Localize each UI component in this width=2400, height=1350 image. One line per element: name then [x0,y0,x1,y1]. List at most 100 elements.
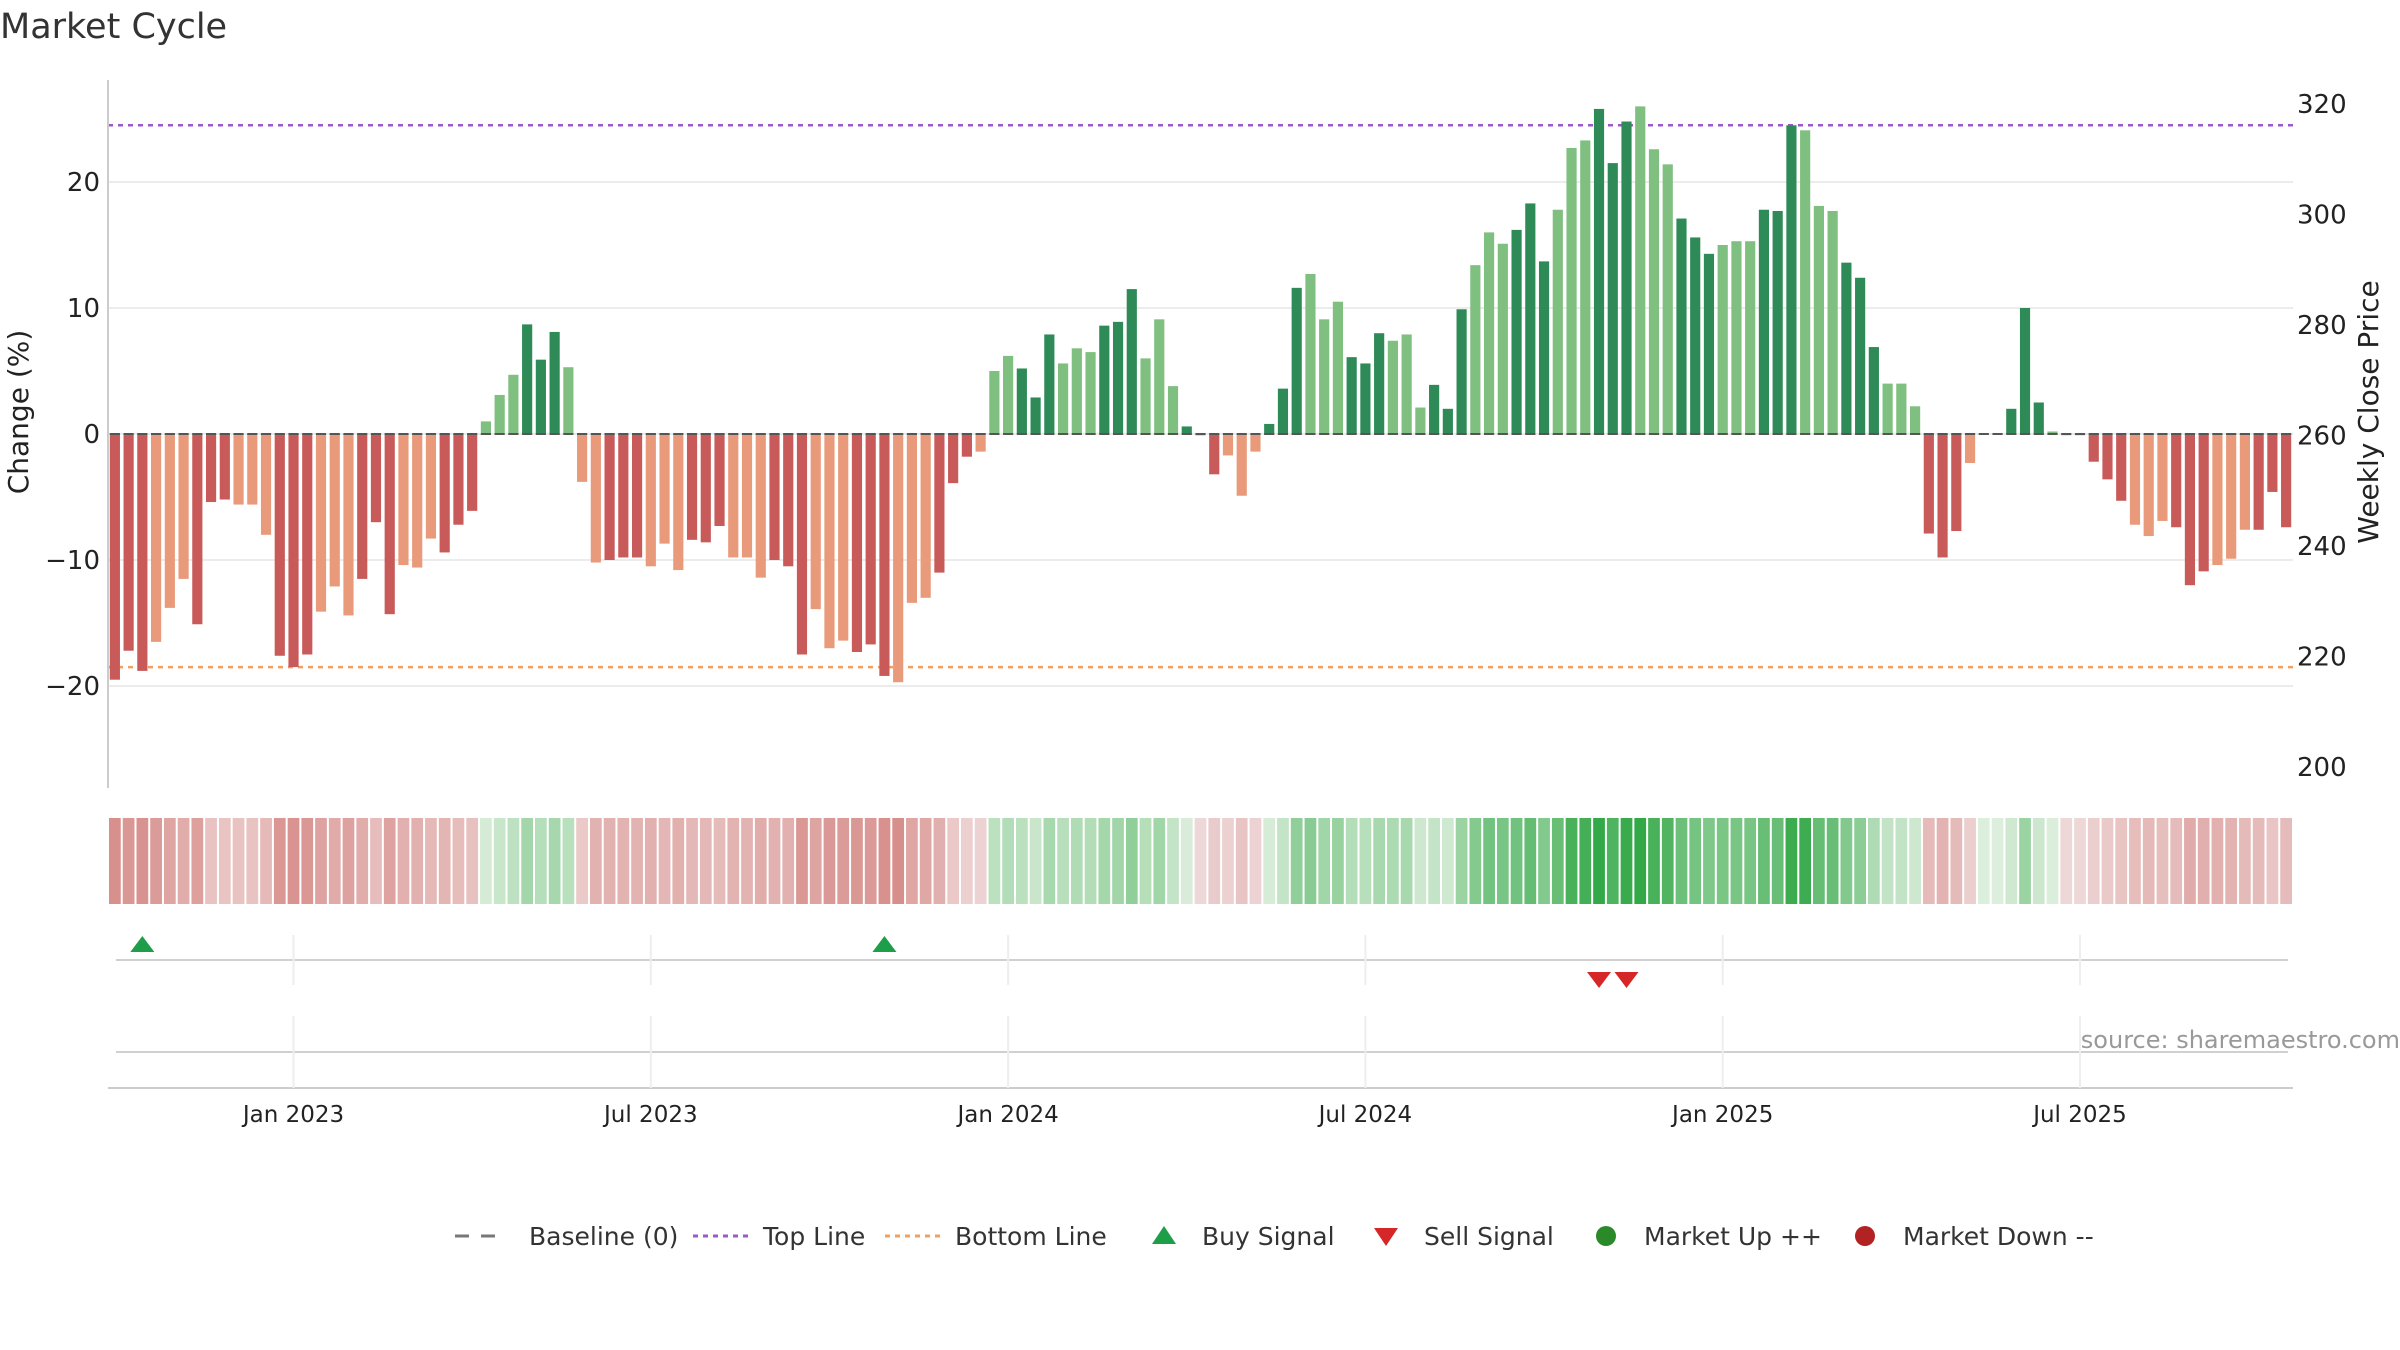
x-tick-label: Jul 2023 [602,1102,698,1128]
bar [2281,434,2292,528]
bar [1305,273,1316,434]
right-axis-label: Weekly Close Price [2352,280,2385,543]
legend-label: Market Down -- [1903,1222,2094,1251]
heat-cell [2087,818,2100,904]
heat-cell [631,818,643,904]
heat-cell [2019,818,2031,904]
bar [1910,406,1921,434]
bar [810,434,821,610]
heat-cell [754,818,767,904]
heat-cell [2239,818,2251,904]
bar [1786,125,1797,435]
heat-cell [1510,818,1523,904]
heat-cell [1084,818,1097,904]
legend-item: Top Line [693,1222,865,1251]
heat-cell [452,818,465,904]
heat-cell [2129,818,2141,904]
legend-label: Bottom Line [955,1222,1107,1251]
heat-cell [507,818,520,904]
bar [137,434,148,671]
heat-cell [727,818,740,904]
right-tick-label: 220 [2297,643,2347,673]
bar [2102,434,2113,480]
bar [164,434,175,608]
left-tick-label: 10 [67,294,100,324]
heat-cell [232,818,245,904]
heat-cell [2184,818,2196,904]
sell-signal-marker [1614,972,1639,988]
bar [1648,149,1660,435]
bar [1470,265,1481,434]
heat-cell [397,818,410,904]
heat-cell [191,818,204,904]
bar [1690,237,1701,434]
bar [851,434,863,652]
bar [1277,388,1289,434]
legend: Baseline (0) Top Line Bottom Line Buy Signa… [455,1222,2094,1251]
heat-cell [1043,818,1056,904]
bar [796,434,808,655]
heat-cell [1208,818,1221,904]
heat-cell [1634,818,1647,904]
heat-cell [864,818,877,904]
heat-cell [1483,818,1495,904]
bar [2143,434,2154,537]
bar [123,434,134,651]
heat-cell [1455,818,1468,904]
heat-cell [1263,818,1276,904]
bar [205,434,217,503]
bar [1319,319,1330,434]
bar [714,434,725,526]
heat-cell [2142,818,2155,904]
bar [1167,386,1179,434]
heat-cell [273,818,286,904]
x-tick-label: Jan 2024 [955,1102,1058,1128]
heat-cell [1112,818,1124,904]
legend-label: Sell Signal [1424,1222,1554,1251]
legend-label: Buy Signal [1202,1222,1335,1251]
bar [1057,363,1069,434]
x-tick-label: Jul 2024 [1317,1102,1413,1128]
bar [1442,408,1453,434]
bar [1868,347,1879,434]
heat-cell [438,818,451,904]
legend-swatch [1374,1228,1398,1246]
bar [535,359,546,434]
bar [1580,140,1591,435]
left-tick-label: −20 [45,672,100,702]
left-axis-label: Change (%) [2,330,35,495]
heat-cell [988,818,1001,904]
heat-cell [1936,818,1949,904]
heat-cell [2046,818,2059,904]
heat-cell [287,818,300,904]
legend-item: Buy Signal [1152,1222,1335,1251]
bar [1030,397,1041,434]
heat-cell [328,818,341,904]
heat-cell [1785,818,1798,904]
bar [1593,108,1605,435]
heat-cell [109,818,121,904]
bar [480,421,491,434]
heat-cell [425,818,437,904]
bar [1964,434,1976,463]
heat-cell [1661,818,1674,904]
legend-label: Top Line [762,1222,865,1251]
bar [1401,334,1412,434]
bar [783,434,794,567]
heat-cell [356,818,369,904]
bar [1882,383,1893,434]
heat-cell [1758,818,1770,904]
heat-cell [1249,818,1262,904]
heat-cell [1813,818,1825,904]
heat-cell [301,818,314,904]
heat-cell [1194,818,1207,904]
bar [934,434,945,573]
heat-cell [1593,818,1605,904]
heat-cell [1648,818,1660,904]
heat-cell [136,818,149,904]
bar [1525,203,1536,434]
bar [2171,434,2182,528]
heat-cell [1909,818,1921,904]
heat-cell [218,818,231,904]
bar [219,434,230,500]
